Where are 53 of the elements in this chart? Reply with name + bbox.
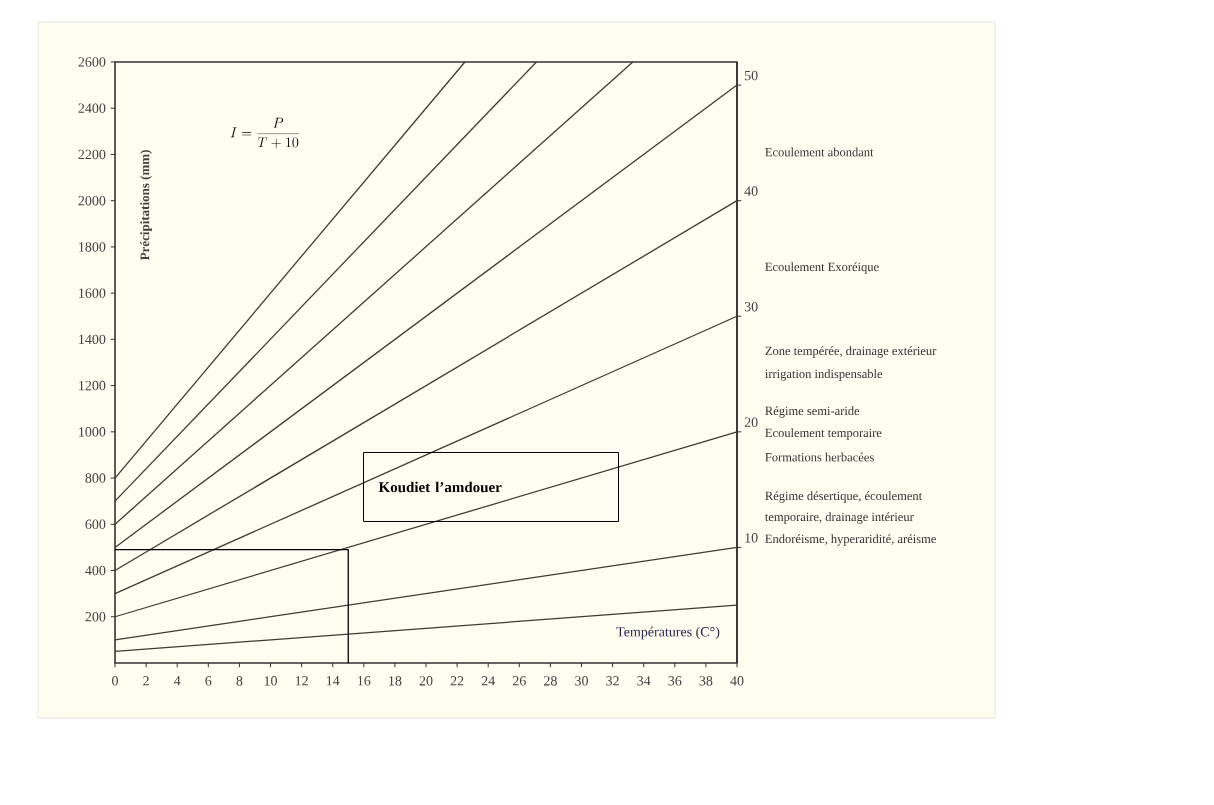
y2-tick-label: 20	[744, 417, 758, 427]
y-tick-label: 800	[85, 473, 106, 483]
x-tick-label: 4	[173, 676, 181, 686]
x-tick-label: 12	[295, 676, 308, 686]
x-tick-label: 2	[143, 676, 149, 686]
text: Régime désertique, écoulement	[765, 491, 923, 503]
y-tick-label: 2400	[78, 103, 106, 113]
annotation: Koudiet l’amdouer	[378, 481, 502, 493]
x-tick-label: 38	[699, 676, 713, 686]
x-tick-label: 6	[205, 676, 212, 686]
x-axis-title: Températures (C°)	[616, 626, 720, 640]
x-tick-label: 22	[450, 676, 464, 686]
x-tick-label: 36	[668, 676, 682, 686]
x-tick-label: 18	[389, 676, 402, 686]
x-tick-label: 24	[481, 676, 495, 686]
y-tick-label: 2000	[78, 195, 106, 206]
x-tick-label: 0	[112, 676, 118, 686]
y-tick-label: 2600	[78, 57, 106, 67]
y-tick-label: 400	[85, 565, 106, 576]
y-tick-label: 2200	[78, 149, 106, 160]
text: Ecoulement temporaire	[765, 428, 882, 440]
x-tick-label: 32	[606, 676, 619, 686]
y2-tick-label: 40	[744, 186, 758, 196]
annotation: $I = \frac{P}{T+10}$	[230, 117, 299, 149]
text: Zone tempérée, drainage extérieur	[765, 346, 937, 358]
x-tick-label: 28	[544, 676, 557, 686]
y2-tick-label: 50	[744, 70, 758, 81]
text: Ecoulement abondant	[765, 147, 874, 157]
x-tick-label: 8	[236, 676, 243, 686]
x-tick-label: 14	[326, 676, 340, 686]
x-tick-label: 34	[637, 676, 651, 686]
y-axis-title: Précipitations (mm)	[140, 150, 152, 261]
y-tick-label: 600	[85, 519, 106, 530]
y-tick-label: 1200	[79, 380, 106, 391]
y-tick-label: 1800	[79, 242, 106, 252]
x-tick-label: 30	[575, 676, 588, 686]
y-tick-label: 1400	[79, 334, 106, 345]
y-tick-label: 200	[85, 612, 106, 622]
text: irrigation indispensable	[765, 369, 883, 381]
x-tick-label: 40	[730, 676, 744, 686]
text: Formations herbacées	[765, 452, 874, 462]
text: Régime semi-aride	[765, 406, 860, 418]
x-tick-label: 20	[419, 676, 433, 686]
x-tick-label: 10	[264, 676, 277, 686]
y2-tick-label: 30	[744, 301, 758, 312]
y-tick-label: 1600	[79, 288, 106, 298]
text: temporaire, drainage intérieur	[764, 512, 914, 524]
x-tick-label: 16	[358, 676, 371, 686]
text: Ecoulement Exoréique	[765, 262, 879, 274]
text: Endoréisme, hyperaridité, aréisme	[765, 534, 936, 546]
x-tick-label: 26	[512, 676, 526, 686]
y-tick-label: 1000	[79, 427, 106, 437]
y2-tick-label: 10	[745, 533, 758, 543]
